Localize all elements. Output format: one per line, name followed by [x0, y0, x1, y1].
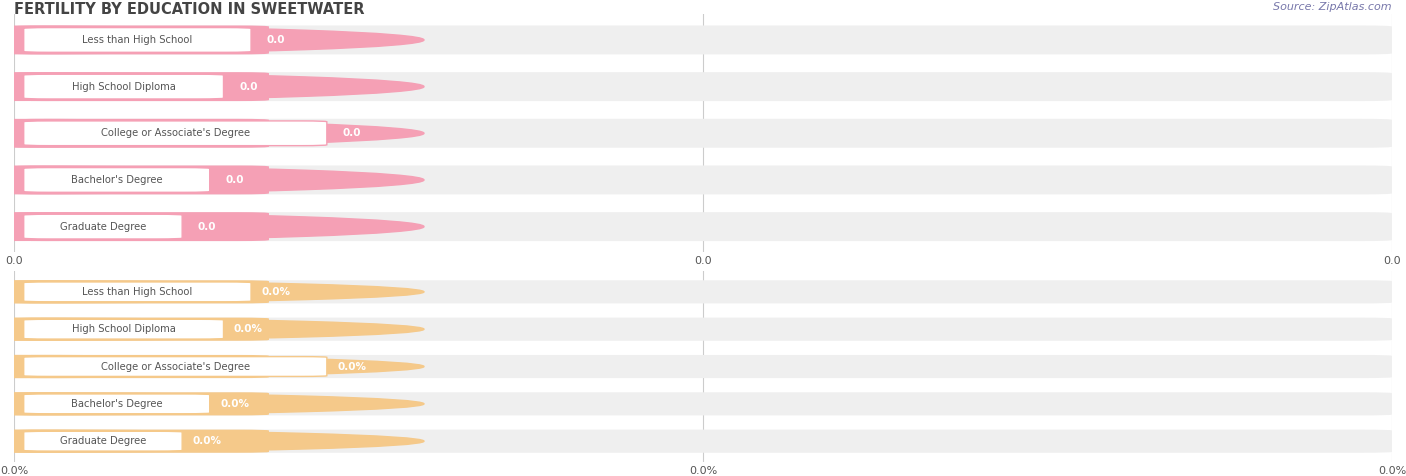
FancyBboxPatch shape: [14, 355, 269, 378]
Text: 0.0: 0.0: [198, 222, 217, 232]
FancyBboxPatch shape: [14, 72, 1392, 101]
Text: 0.0: 0.0: [343, 128, 361, 139]
FancyBboxPatch shape: [14, 119, 1392, 148]
Text: Source: ZipAtlas.com: Source: ZipAtlas.com: [1274, 2, 1392, 12]
Text: Bachelor's Degree: Bachelor's Degree: [70, 175, 163, 185]
Circle shape: [0, 430, 425, 452]
Text: FERTILITY BY EDUCATION IN SWEETWATER: FERTILITY BY EDUCATION IN SWEETWATER: [14, 2, 364, 18]
Text: College or Associate's Degree: College or Associate's Degree: [101, 128, 250, 139]
FancyBboxPatch shape: [14, 392, 269, 416]
Text: Graduate Degree: Graduate Degree: [59, 436, 146, 446]
Circle shape: [0, 119, 425, 147]
FancyBboxPatch shape: [14, 26, 1392, 54]
Text: 0.0: 0.0: [267, 35, 285, 45]
FancyBboxPatch shape: [14, 430, 1392, 453]
FancyBboxPatch shape: [14, 212, 1392, 241]
FancyBboxPatch shape: [24, 214, 183, 239]
Text: High School Diploma: High School Diploma: [72, 324, 176, 334]
FancyBboxPatch shape: [14, 430, 269, 453]
Text: High School Diploma: High School Diploma: [72, 81, 176, 91]
FancyBboxPatch shape: [14, 72, 269, 101]
FancyBboxPatch shape: [14, 317, 269, 341]
Text: 0.0%: 0.0%: [193, 436, 222, 446]
Circle shape: [0, 281, 425, 303]
Text: College or Associate's Degree: College or Associate's Degree: [101, 361, 250, 372]
Text: 0.0%: 0.0%: [219, 399, 249, 409]
FancyBboxPatch shape: [14, 166, 269, 194]
Text: 0.0: 0.0: [239, 81, 257, 91]
FancyBboxPatch shape: [14, 26, 269, 54]
Text: 0.0%: 0.0%: [262, 287, 291, 297]
Circle shape: [0, 356, 425, 377]
Text: 0.0: 0.0: [225, 175, 243, 185]
Text: 0.0%: 0.0%: [233, 324, 263, 334]
Text: 0.0%: 0.0%: [337, 361, 366, 372]
FancyBboxPatch shape: [24, 28, 252, 52]
Text: Graduate Degree: Graduate Degree: [59, 222, 146, 232]
Text: Bachelor's Degree: Bachelor's Degree: [70, 399, 163, 409]
Circle shape: [0, 73, 425, 100]
Circle shape: [0, 166, 425, 194]
FancyBboxPatch shape: [14, 280, 1392, 303]
FancyBboxPatch shape: [24, 357, 326, 377]
Circle shape: [0, 318, 425, 340]
Circle shape: [0, 26, 425, 54]
Circle shape: [0, 213, 425, 240]
Text: Less than High School: Less than High School: [83, 35, 193, 45]
FancyBboxPatch shape: [14, 119, 269, 148]
Text: Less than High School: Less than High School: [83, 287, 193, 297]
FancyBboxPatch shape: [14, 355, 1392, 378]
FancyBboxPatch shape: [14, 212, 269, 241]
FancyBboxPatch shape: [24, 394, 209, 414]
FancyBboxPatch shape: [14, 166, 1392, 194]
FancyBboxPatch shape: [24, 74, 224, 99]
FancyBboxPatch shape: [14, 392, 1392, 416]
FancyBboxPatch shape: [24, 282, 252, 302]
FancyBboxPatch shape: [24, 431, 183, 451]
FancyBboxPatch shape: [24, 319, 224, 339]
FancyBboxPatch shape: [14, 317, 1392, 341]
Circle shape: [0, 393, 425, 415]
FancyBboxPatch shape: [14, 280, 269, 303]
FancyBboxPatch shape: [24, 121, 326, 146]
FancyBboxPatch shape: [24, 168, 209, 192]
